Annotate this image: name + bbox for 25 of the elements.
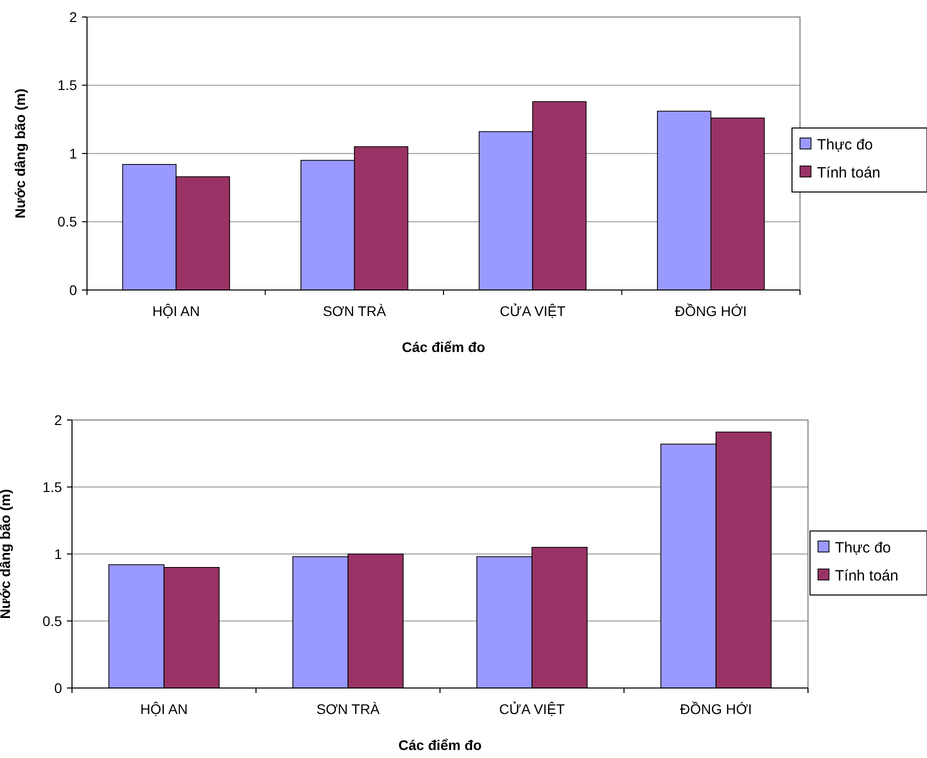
y-tick-label: 0.5 xyxy=(42,612,62,629)
x-tick-label: ĐỒNG HỚI xyxy=(674,303,747,319)
x-tick-label: SƠN TRÀ xyxy=(316,701,380,717)
y-tick-label: 0 xyxy=(69,282,78,298)
y-tick-label: 1 xyxy=(54,546,62,562)
y-tick-label: 1.5 xyxy=(58,77,78,94)
legend-label: Tính toán xyxy=(817,164,880,182)
y-tick-label: 1 xyxy=(69,145,78,162)
legend-label: Thực đo xyxy=(835,539,891,556)
legend-label: Tính toán xyxy=(835,567,898,584)
y-tick-label: 0 xyxy=(54,680,62,696)
y-tick-label: 0.5 xyxy=(58,214,78,230)
y-axis-title: Nước dâng bão (m) xyxy=(12,88,28,218)
x-tick-label: HỘI AN xyxy=(140,701,188,717)
x-tick-label: CỬA VIỆT xyxy=(499,701,566,717)
x-tick-label: SƠN TRÀ xyxy=(322,303,387,319)
y-tick-label: 1.5 xyxy=(42,478,62,495)
x-tick-label: ĐỒNG HỚI xyxy=(680,701,752,717)
y-tick-label: 2 xyxy=(69,8,78,25)
legend-label: Thực đo xyxy=(817,136,873,154)
y-tick-label: 2 xyxy=(54,412,62,428)
x-tick-label: CỬA VIỆT xyxy=(500,303,566,319)
x-axis-title: Các điểm đo xyxy=(402,339,486,355)
x-axis-title: Các điểm đo xyxy=(398,737,482,753)
x-tick-label: HỘI AN xyxy=(152,303,200,319)
